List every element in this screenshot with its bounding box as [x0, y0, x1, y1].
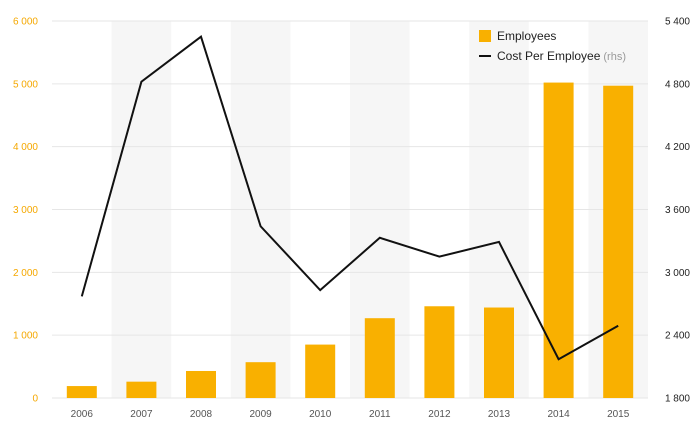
bar-employees-2007: [126, 382, 156, 398]
right-tick-label: 1 800: [665, 394, 690, 405]
left-tick-label: 1 000: [13, 331, 38, 342]
right-tick-label: 4 200: [665, 142, 690, 153]
bar-employees-2010: [305, 345, 335, 398]
x-tick-label: 2013: [488, 409, 511, 420]
x-tick-label: 2008: [190, 409, 213, 420]
bar-employees-2014: [544, 83, 574, 398]
bar-employees-2015: [603, 86, 633, 398]
bar-employees-2009: [246, 362, 276, 398]
bar-employees-2013: [484, 308, 514, 398]
bar-employees-2006: [67, 386, 97, 398]
x-tick-label: 2012: [428, 409, 451, 420]
bar-employees-2011: [365, 318, 395, 398]
left-tick-label: 5 000: [13, 79, 38, 90]
x-tick-label: 2011: [369, 409, 391, 420]
bar-employees-2012: [424, 306, 454, 398]
left-axis-ticks: 0 1 000 2 000 3 000 4 000 5 000 6 000: [13, 17, 38, 405]
left-tick-label: 4 000: [13, 142, 38, 153]
legend-label-cost: Cost Per Employee(rhs): [497, 49, 626, 63]
right-tick-label: 2 400: [665, 331, 690, 342]
x-tick-label: 2006: [71, 409, 94, 420]
right-tick-label: 5 400: [665, 17, 690, 28]
x-tick-label: 2014: [547, 409, 570, 420]
left-tick-label: 3 000: [13, 205, 38, 216]
legend-label-employees: Employees: [497, 29, 556, 43]
right-tick-label: 4 800: [665, 79, 690, 90]
x-tick-label: 2015: [607, 409, 630, 420]
right-tick-label: 3 000: [665, 268, 690, 279]
left-tick-label: 2 000: [13, 268, 38, 279]
left-tick-label: 0: [32, 394, 38, 405]
left-tick-label: 6 000: [13, 17, 38, 28]
right-axis-ticks: 1 800 2 400 3 000 3 600 4 200 4 800 5 400: [665, 17, 690, 405]
x-tick-label: 2010: [309, 409, 332, 420]
legend-swatch-employees: [479, 30, 491, 42]
bar-employees-2008: [186, 371, 216, 398]
x-tick-label: 2007: [130, 409, 153, 420]
x-tick-label: 2009: [249, 409, 272, 420]
right-tick-label: 3 600: [665, 205, 690, 216]
x-axis-ticks: 2006 2007 2008 2009 2010 2011 2012 2013 2014 2015: [71, 409, 630, 420]
